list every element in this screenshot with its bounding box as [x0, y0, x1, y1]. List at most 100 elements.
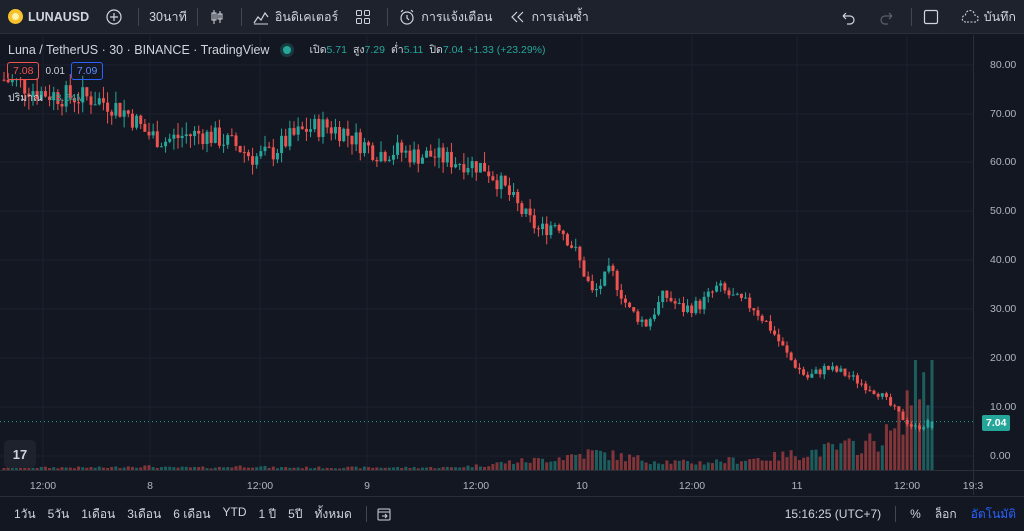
- volume-bar: [201, 466, 205, 470]
- sell-button[interactable]: 7.08: [7, 62, 40, 80]
- volume-bar: [333, 468, 337, 470]
- auto-scale-toggle[interactable]: อัตโนมัติ: [970, 506, 1016, 521]
- layout-button[interactable]: [914, 0, 953, 34]
- candle-body: [652, 314, 656, 320]
- range-button[interactable]: 3เดือน: [127, 506, 162, 521]
- log-toggle[interactable]: ล็อก: [934, 506, 957, 521]
- candle-body: [275, 153, 279, 160]
- range-button[interactable]: 1เดือน: [81, 506, 116, 521]
- volume-bar: [570, 454, 574, 470]
- candlestick-chart[interactable]: [0, 35, 973, 495]
- candle-body: [632, 307, 636, 312]
- range-button[interactable]: 1วัน: [14, 506, 36, 521]
- volume-bar: [503, 463, 507, 470]
- price-tick: 30.00: [990, 303, 1017, 315]
- candle-body: [172, 134, 176, 139]
- volume-bar: [611, 450, 615, 470]
- price-scale[interactable]: 80.00 70.00 60.00 50.00 40.00 30.00 20.00 10.00…: [973, 35, 1024, 495]
- time-scale[interactable]: 12:00 8 12:00 9 12:00 10 12:00 11 12:00 19:3: [0, 470, 1024, 495]
- chart-type-button[interactable]: [200, 0, 239, 34]
- price-tick: 20.00: [990, 352, 1017, 364]
- series-legend: Luna / TetherUS · 30 · BINANCE · Trading…: [8, 41, 546, 58]
- buy-sell-panel: 7.08 0.01 7.09: [7, 62, 104, 80]
- volume-bar: [437, 468, 441, 470]
- volume-bar: [512, 463, 516, 470]
- volume-bar: [226, 467, 230, 470]
- candle-body: [586, 276, 590, 281]
- candle-body: [267, 146, 271, 148]
- percent-toggle[interactable]: %: [910, 507, 921, 521]
- range-button[interactable]: 5วัน: [47, 506, 70, 521]
- volume-bar: [412, 467, 416, 470]
- goto-date-button[interactable]: [375, 505, 393, 523]
- volume-bar: [416, 468, 420, 470]
- save-button[interactable]: บันทึก: [953, 0, 1024, 34]
- candle-body: [77, 102, 81, 104]
- volume-bar: [379, 467, 383, 470]
- candle-body: [893, 405, 897, 407]
- interval-selector[interactable]: 30นาที: [141, 0, 195, 34]
- candle-body: [48, 96, 52, 101]
- symbol-search[interactable]: LUNAUSD: [0, 0, 97, 34]
- candle-body: [251, 156, 255, 165]
- divider: [895, 506, 897, 522]
- volume-bar: [122, 467, 126, 470]
- price-tick: 10.00: [990, 401, 1017, 413]
- candle-body: [6, 79, 10, 83]
- redo-button[interactable]: [870, 0, 909, 34]
- range-button[interactable]: 6 เดือน: [173, 506, 211, 521]
- candle-body: [101, 98, 105, 103]
- volume-bar: [744, 460, 748, 470]
- low-label: ต่ำ: [390, 44, 404, 56]
- candle-body: [512, 191, 516, 195]
- volume-legend[interactable]: ปริมาณ 43.64M: [8, 89, 85, 106]
- candle-body: [553, 225, 557, 227]
- candle-body: [201, 133, 205, 144]
- volume-bar: [760, 460, 764, 470]
- range-button[interactable]: ทั้งหมด: [314, 506, 352, 521]
- redo-icon: [878, 8, 896, 26]
- divider: [387, 7, 389, 26]
- volume-bar: [408, 468, 412, 470]
- volume-bar: [855, 454, 859, 470]
- compare-button[interactable]: [97, 0, 136, 34]
- candle-body: [478, 163, 482, 173]
- candle-body: [151, 131, 155, 136]
- spread-value: 0.01: [45, 65, 65, 77]
- volume-bar: [449, 467, 453, 470]
- candle-body: [122, 110, 126, 117]
- range-button[interactable]: 1 ปี: [258, 506, 277, 521]
- volume-bar: [860, 453, 864, 470]
- volume-bar: [918, 399, 922, 470]
- candle-body: [822, 365, 826, 375]
- templates-button[interactable]: [346, 0, 385, 34]
- range-button[interactable]: YTD: [222, 504, 247, 519]
- indicators-button[interactable]: อินดิเคเตอร์: [244, 0, 346, 34]
- undo-button[interactable]: [831, 0, 870, 34]
- time-tick: 12:00: [462, 480, 490, 492]
- volume-bar: [420, 467, 424, 470]
- replay-button[interactable]: การเล่นซ้ำ: [500, 0, 596, 34]
- candle-body: [669, 297, 673, 302]
- candle-body: [623, 298, 627, 303]
- time-tick: 12:00: [246, 480, 274, 492]
- candle-body: [661, 290, 665, 303]
- tradingview-logo[interactable]: 17: [4, 440, 36, 468]
- range-button[interactable]: 5ปี: [288, 506, 303, 521]
- volume-bar: [590, 450, 594, 470]
- candle-body: [636, 311, 640, 322]
- candle-body: [793, 360, 797, 368]
- candle-body: [495, 180, 499, 190]
- buy-button[interactable]: 7.09: [70, 62, 104, 80]
- volume-bar: [342, 467, 346, 470]
- candle-body: [640, 319, 644, 322]
- candle-body: [818, 369, 822, 375]
- candle-body: [619, 290, 623, 299]
- candle-body: [222, 144, 226, 146]
- clock-timezone[interactable]: 15:16:25 (UTC+7): [784, 507, 882, 521]
- chart-pane[interactable]: [0, 35, 973, 495]
- square-icon: [922, 8, 940, 26]
- alerts-button[interactable]: การแจ้งเตือน: [390, 0, 500, 34]
- candle-body: [756, 310, 760, 316]
- volume-bar: [230, 467, 234, 470]
